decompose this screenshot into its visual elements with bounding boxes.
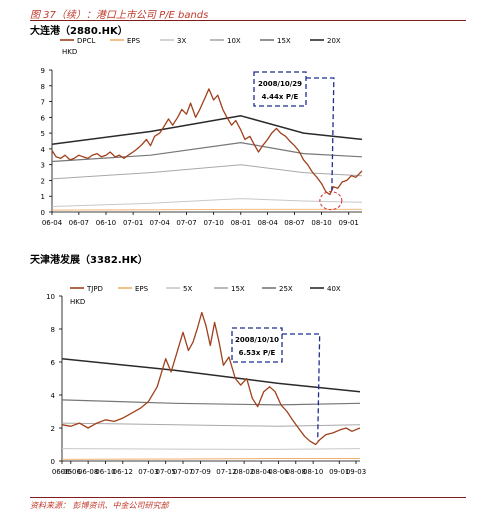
x-tick-label: 07-05 [156,468,176,476]
series-line-20x [51,115,363,145]
series-line-10x [51,164,363,180]
series-line-tjpd [61,311,361,446]
x-tick-label: 09-01 [329,468,349,476]
x-tick-label: 07-03 [138,468,158,476]
chart1-svg: 0 1 2 3 4 5 6 7 8 9 HKD 06-04 06-07 06-10 07-01 07-04 07… [41,37,363,227]
x-tick-label: 07-04 [149,219,170,227]
legend-label: 5X [183,285,192,293]
x-tick-label: 06-10 [95,468,115,476]
x-tick-label: 08-10 [303,468,323,476]
legend-label: TJPD [86,285,103,293]
x-tick-label: 08-01 [231,219,251,227]
series-line-eps [61,458,360,460]
legend-label: 3X [177,37,186,45]
x-tick-label: 08-06 [268,468,289,476]
x-tick-label: 08-02 [234,468,254,476]
y-tick-label: 3 [41,162,45,170]
series-line-5x [61,448,361,450]
y-tick-label: 7 [41,99,45,107]
y-axis-label: HKD [62,48,77,56]
legend-label: 10X [227,37,241,45]
y-tick-label: 6 [41,114,46,122]
x-tick-label: 08-04 [251,468,272,476]
annotation-leader [282,333,321,441]
y-tick-label: 0 [41,209,45,217]
y-tick-label: 10 [46,293,55,301]
series-line-dpcl [51,88,363,196]
x-tick-label: 07-10 [203,219,223,227]
x-tick-label: 07-01 [123,219,143,227]
highlight-circle [319,191,343,211]
header-rule [30,20,466,21]
y-tick-label: 1 [41,193,45,201]
y-tick-label: 2 [41,177,45,185]
annotation-leader [306,77,335,191]
chart1-title: 大连港（2880.HK） [30,26,128,37]
series-line-40x [61,357,361,393]
y-tick-label: 4 [41,146,46,154]
page-title: 图 37（续）：港口上市公司 P/E bands [30,10,209,21]
footer-rule [30,497,466,498]
x-tick-label: 06-10 [96,219,116,227]
series-line-15x [61,422,361,427]
source-note: 资料来源： 彭博资讯、中金公司研究部 [30,501,169,510]
x-tick-label: 08-07 [284,219,304,227]
x-tick-label: 07-12 [216,468,236,476]
annotation-date: 2008/10/10 [235,336,279,344]
y-tick-label: 2 [51,425,55,433]
y-axis-label: HKD [70,298,85,306]
x-tick-label: 06-05 [52,468,72,476]
series-line-25x [61,399,361,406]
y-tick-label: 4 [51,392,56,400]
x-tick-label: 07-07 [173,468,193,476]
x-tick-label: 06-08 [78,468,98,476]
y-tick-label: 5 [41,130,45,138]
x-tick-label: 07-09 [190,468,210,476]
x-tick-label: 09-03 [346,468,366,476]
series-line-eps [51,208,362,211]
x-tick-label: 09-01 [339,219,359,227]
annotation-box [253,71,307,107]
x-tick-label: 08-08 [286,468,306,476]
legend-label: DPCL [77,37,95,45]
annotation-date: 2008/10/29 [258,80,302,88]
annotation-pe: 6.53x P/E [239,349,276,357]
legend-label: EPS [135,285,149,293]
x-tick-label: 06-07 [69,219,89,227]
x-tick-label: 08-04 [257,219,278,227]
legend-label: EPS [127,37,141,45]
y-tick-label: 0 [51,458,55,466]
x-tick-label: 06-06 [61,468,82,476]
series-line-3x [51,198,363,207]
x-tick-label: 06-04 [42,219,63,227]
legend-label: 40X [327,285,341,293]
y-tick-label: 8 [51,326,55,334]
x-tick-label: 06-12 [113,468,133,476]
series-line-15x [51,141,363,163]
annotation-box [231,327,283,363]
legend-label: 25X [279,285,293,293]
legend-label: 15X [231,285,245,293]
y-tick-label: 6 [51,359,56,367]
annotation-pe: 4.44x P/E [262,93,299,101]
legend-label: 20X [327,37,341,45]
y-tick-label: 8 [41,83,45,91]
y-tick-label: 9 [41,67,45,75]
legend-label: 15X [277,37,291,45]
x-tick-label: 08-10 [311,219,331,227]
chart2-title: 天津港发展（3382.HK） [30,255,148,266]
x-tick-label: 07-07 [176,219,196,227]
